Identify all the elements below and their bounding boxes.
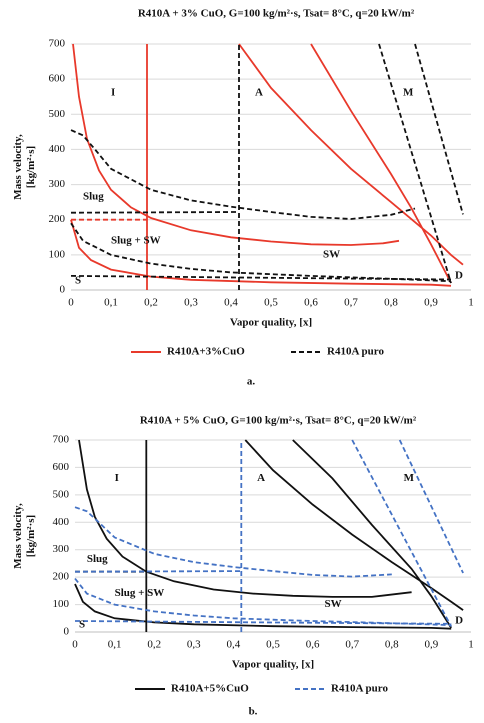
x-tick-label: 0,4 [227, 639, 241, 651]
region-label: Slug + SW [115, 587, 165, 599]
y-tick-label: 700 [49, 38, 66, 50]
curve [74, 620, 452, 625]
y-tick-label: 100 [53, 598, 70, 610]
curve [414, 43, 464, 215]
region-label: S [75, 275, 81, 287]
x-tick-label: 0,6 [306, 639, 320, 651]
x-axis-label: Vapor quality, [x] [232, 659, 314, 671]
x-tick-label: 0,1 [108, 639, 122, 651]
legend-label: R410A puro [331, 683, 388, 695]
legend-label: R410A+5%CuO [171, 683, 249, 695]
region-label: I [115, 472, 119, 484]
y-axis-label: Mass velocity,[kg/m²·s] [12, 503, 37, 569]
legend-label: R410A+3%CuO [167, 346, 245, 358]
curve [74, 577, 452, 626]
x-tick-label: 0 [68, 297, 74, 309]
region-label: A [255, 87, 263, 99]
curve [74, 570, 242, 573]
y-tick-label: 200 [49, 213, 66, 225]
caption: a. [247, 376, 256, 388]
region-label: SW [324, 598, 341, 610]
curve [70, 211, 240, 214]
x-tick-label: 1 [468, 639, 474, 651]
x-tick-label: 0,7 [345, 639, 359, 651]
curve [70, 222, 452, 283]
y-tick-label: 600 [53, 461, 70, 473]
x-tick-label: 0,2 [147, 639, 161, 651]
region-label: M [404, 472, 415, 484]
region-label: D [455, 269, 463, 281]
y-axis-label-line: Mass velocity, [12, 134, 24, 200]
curve [70, 219, 452, 287]
curve [70, 275, 452, 281]
curve [70, 129, 416, 220]
curve [398, 439, 464, 574]
region-label: Slug [87, 553, 108, 565]
x-tick-label: 0,5 [266, 639, 280, 651]
caption: b. [249, 706, 258, 718]
y-axis-label-line: [kg/m²·s] [25, 515, 37, 557]
curve [351, 439, 452, 627]
y-axis-label-line: Mass velocity, [12, 503, 24, 569]
y-tick-label: 500 [53, 488, 70, 500]
region-label: M [403, 87, 414, 99]
region-label: D [455, 615, 463, 627]
y-tick-label: 500 [49, 108, 66, 120]
y-tick-label: 100 [49, 248, 66, 260]
curve [238, 43, 464, 266]
x-tick-label: 0,2 [144, 297, 158, 309]
y-axis-label-line: [kg/m²·s] [25, 146, 37, 188]
y-tick-label: 400 [49, 143, 66, 155]
y-tick-label: 300 [53, 543, 70, 555]
y-axis-label: Mass velocity,[kg/m²·s] [12, 134, 37, 200]
region-label: Slug [83, 190, 104, 202]
region-label: SW [323, 248, 340, 260]
region-label: S [79, 619, 85, 631]
region-label: I [111, 87, 115, 99]
x-tick-label: 0,1 [104, 297, 118, 309]
curve [78, 439, 412, 598]
x-tick-label: 1 [468, 297, 474, 309]
region-label: Slug + SW [111, 234, 161, 246]
y-tick-label: 700 [53, 434, 70, 446]
curve [292, 439, 452, 629]
curve [310, 43, 452, 284]
curve [72, 43, 400, 246]
y-tick-label: 600 [49, 73, 66, 85]
chart-title: R410A + 5% CuO, G=100 kg/m²·s, Tsat= 8°C… [140, 415, 417, 427]
curve [244, 439, 464, 611]
x-tick-label: 0,9 [424, 297, 438, 309]
x-tick-label: 0,3 [184, 297, 198, 309]
curve [378, 43, 452, 284]
x-tick-label: 0,9 [425, 639, 439, 651]
x-tick-label: 0,7 [344, 297, 358, 309]
y-tick-label: 0 [60, 284, 66, 296]
x-tick-label: 0 [72, 639, 78, 651]
y-tick-label: 400 [53, 516, 70, 528]
chart-title: R410A + 3% CuO, G=100 kg/m²·s, Tsat= 8°C… [138, 8, 415, 20]
x-tick-label: 0,6 [304, 297, 318, 309]
region-label: A [257, 472, 265, 484]
curve [74, 583, 452, 630]
x-tick-label: 0,3 [187, 639, 201, 651]
y-tick-label: 0 [64, 626, 70, 638]
x-tick-label: 0,5 [264, 297, 278, 309]
x-tick-label: 0,4 [224, 297, 238, 309]
legend-label: R410A puro [327, 346, 384, 358]
x-axis-label: Vapor quality, [x] [230, 317, 312, 329]
y-tick-label: 200 [53, 571, 70, 583]
curve [74, 506, 392, 578]
x-tick-label: 0,8 [384, 297, 398, 309]
x-tick-label: 0,8 [385, 639, 399, 651]
y-tick-label: 300 [49, 178, 66, 190]
